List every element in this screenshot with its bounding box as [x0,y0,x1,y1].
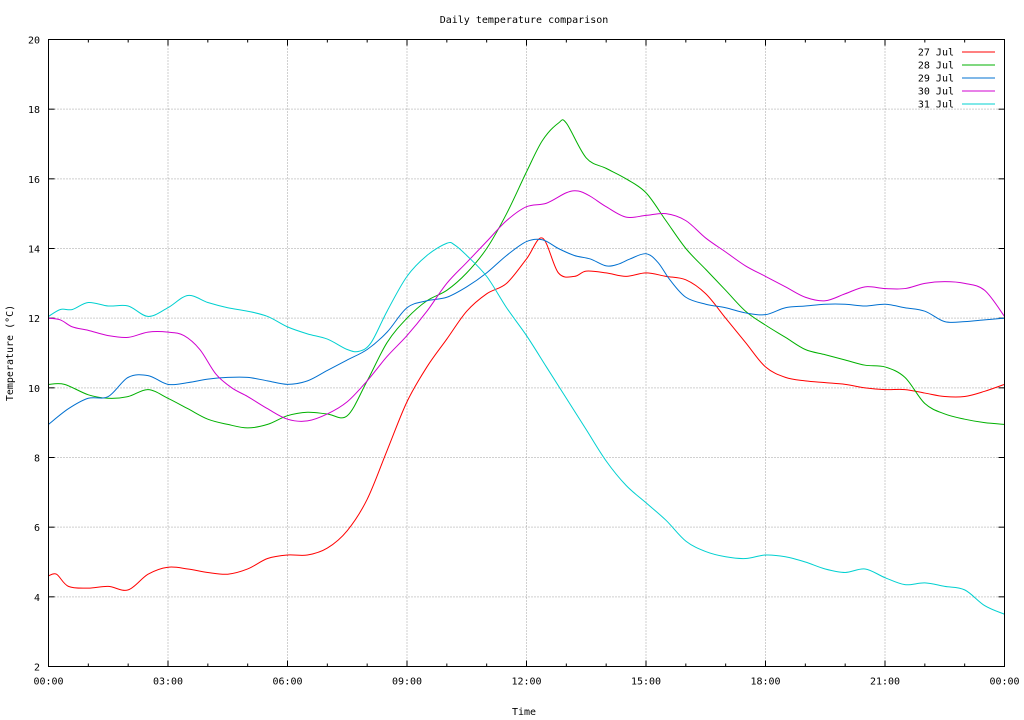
y-tick-label: 20 [28,36,40,47]
x-tick-label: 12:00 [511,677,541,688]
plot-frame [48,39,1005,667]
legend-label: 29 Jul [918,74,954,85]
plot-series [48,119,1005,615]
x-tick-label: 15:00 [631,677,661,688]
x-tick-label: 00:00 [989,677,1019,688]
x-tick-label: 03:00 [153,677,183,688]
series-line-3 [48,238,1005,425]
x-tick-label: 21:00 [870,677,900,688]
y-tick-label: 4 [34,593,40,604]
legend-label: 28 Jul [918,61,954,72]
series-line-5 [48,242,1005,615]
x-axis-label: Time [512,707,536,718]
series-line-1 [48,237,1005,591]
y-tick-label: 16 [28,175,40,186]
series-line-2 [48,119,1005,429]
x-tick-label: 18:00 [750,677,780,688]
legend-label: 30 Jul [918,87,954,98]
grid-lines [48,39,1005,667]
x-tick-label: 00:00 [33,677,63,688]
legend-label: 31 Jul [918,100,954,111]
x-tick-label: 06:00 [272,677,302,688]
y-tick-label: 14 [28,245,40,256]
y-tick-label: 10 [28,384,40,395]
series-line-4 [48,190,1005,422]
y-tick-label: 18 [28,105,40,116]
y-tick-label: 12 [28,314,40,325]
y-tick-label: 6 [34,523,40,534]
y-axis-label: Temperature (°C) [5,305,16,401]
y-tick-label: 2 [34,663,40,674]
chart-title: Daily temperature comparison [440,15,609,26]
legend-label: 27 Jul [918,48,954,59]
y-tick-label: 8 [34,454,40,465]
legend: 27 Jul 28 Jul 29 Jul 30 Jul 31 Jul [918,48,995,111]
x-tick-label: 09:00 [392,677,422,688]
axis-ticks: 2 4 6 8 10 12 14 16 18 20 00:00 03:00 06:00 09:00 12:0… [28,36,1020,688]
